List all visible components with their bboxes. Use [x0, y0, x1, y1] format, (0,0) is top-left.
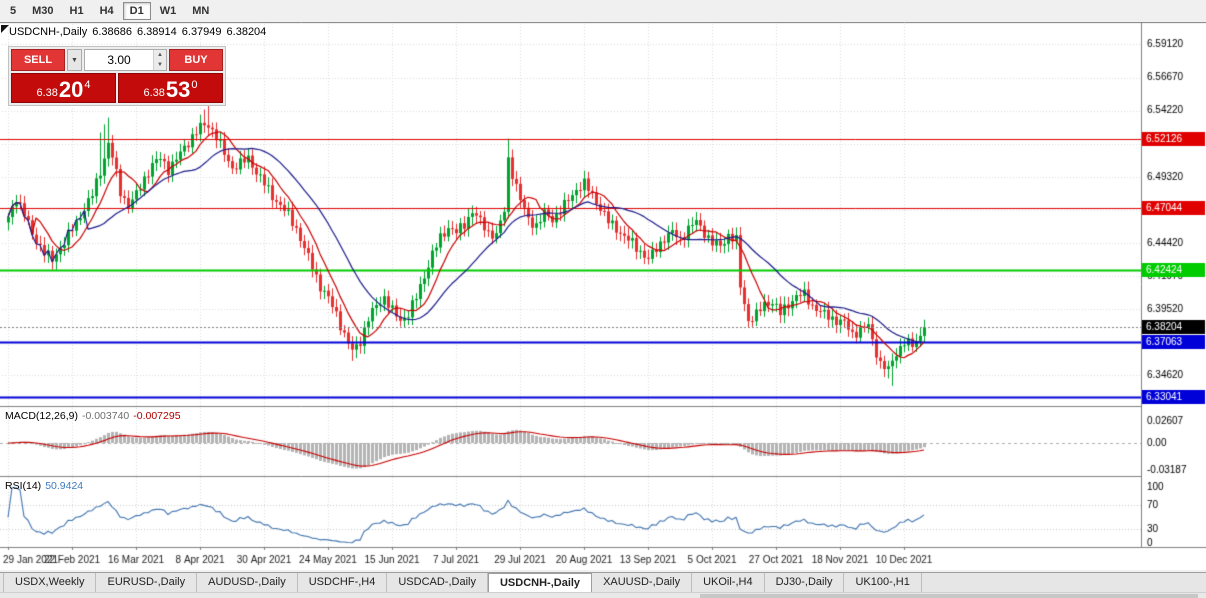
chevron-up-icon: ▲: [157, 51, 163, 58]
tab-eurusd-daily[interactable]: EURUSD-,Daily: [96, 573, 198, 592]
tab-ukoil-h4[interactable]: UKOil-,H4: [692, 573, 765, 592]
ask-pipette: 0: [191, 79, 198, 91]
horizontal-scrollbar[interactable]: [0, 592, 1206, 598]
price-chart-canvas[interactable]: [0, 22, 1206, 570]
ask-big-figure: 6.38: [143, 87, 165, 99]
timeframe-mn[interactable]: MN: [185, 2, 216, 20]
tab-audusd-daily[interactable]: AUDUSD-,Daily: [197, 573, 298, 592]
ask-price-box[interactable]: 6.38 53 0: [118, 73, 223, 103]
bid-pips: 20: [58, 77, 84, 102]
rsi-name: RSI(14): [5, 480, 42, 492]
macd-value-signal: -0.007295: [133, 410, 181, 422]
tab-usdcad-daily[interactable]: USDCAD-,Daily: [387, 573, 488, 592]
scrollbar-thumb[interactable]: [700, 594, 1198, 598]
chart-symbol-label: USDCNH-,Daily: [9, 26, 88, 38]
ohlc-high: 6.38914: [137, 26, 177, 38]
bid-pipette: 4: [84, 79, 91, 91]
timeframe-5[interactable]: 5: [3, 2, 23, 20]
macd-name: MACD(12,26,9): [5, 410, 78, 422]
ohlc-close: 6.38204: [226, 26, 267, 38]
tab-dj30-daily[interactable]: DJ30-,Daily: [765, 573, 845, 592]
timeframe-toolbar: 5 M30 H1 H4 D1 W1 MN: [0, 0, 1206, 22]
volume-steppers: ▲ ▼: [153, 50, 166, 70]
volume-down-button[interactable]: ▼: [154, 60, 166, 70]
macd-indicator-label: MACD(12,26,9) -0.003740 -0.007295: [5, 410, 181, 422]
ohlc-low: 6.37949: [181, 26, 222, 38]
bid-price-box[interactable]: 6.38 20 4: [11, 73, 116, 103]
timeframe-h1[interactable]: H1: [63, 2, 91, 20]
sell-button[interactable]: SELL: [11, 49, 65, 71]
tab-usdx-weekly[interactable]: USDX,Weekly: [3, 573, 97, 592]
volume-input[interactable]: [85, 50, 153, 70]
tab-xauusd-daily[interactable]: XAUUSD-,Daily: [592, 573, 693, 592]
timeframe-m30[interactable]: M30: [25, 2, 60, 20]
rsi-value: 50.9424: [45, 480, 84, 492]
one-click-collapse-icon[interactable]: [1, 25, 9, 33]
buy-button[interactable]: BUY: [169, 49, 223, 71]
tab-usdcnh-daily[interactable]: USDCNH-,Daily: [487, 573, 593, 592]
chevron-down-icon: ▼: [71, 56, 78, 64]
rsi-indicator-label: RSI(14) 50.9424: [5, 480, 83, 492]
macd-value-main: -0.003740: [81, 410, 130, 422]
bid-big-figure: 6.38: [36, 87, 58, 99]
tab-usdchf-h4[interactable]: USDCHF-,H4: [298, 573, 388, 592]
tab-uk100-h1[interactable]: UK100-,H1: [844, 573, 922, 592]
volume-field: ▲ ▼: [84, 49, 167, 71]
timeframe-d1[interactable]: D1: [122, 2, 151, 20]
chart-ohlc-title: USDCNH-,Daily 6.38686 6.38914 6.37949 6.3820…: [9, 26, 271, 38]
volume-up-button[interactable]: ▲: [154, 50, 166, 60]
chart-window: USDCNH-,Daily 6.38686 6.38914 6.37949 6.3820…: [0, 22, 1206, 570]
chevron-down-icon: ▼: [157, 61, 163, 68]
symbol-tabs-bar: USDX,Weekly EURUSD-,Daily AUDUSD-,Daily USD…: [0, 572, 1206, 592]
ohlc-open: 6.38686: [92, 26, 132, 38]
volume-dropdown-button[interactable]: ▼: [67, 49, 82, 71]
timeframe-h4[interactable]: H4: [93, 2, 121, 20]
ask-pips: 53: [165, 77, 191, 102]
timeframe-w1[interactable]: W1: [153, 2, 184, 20]
